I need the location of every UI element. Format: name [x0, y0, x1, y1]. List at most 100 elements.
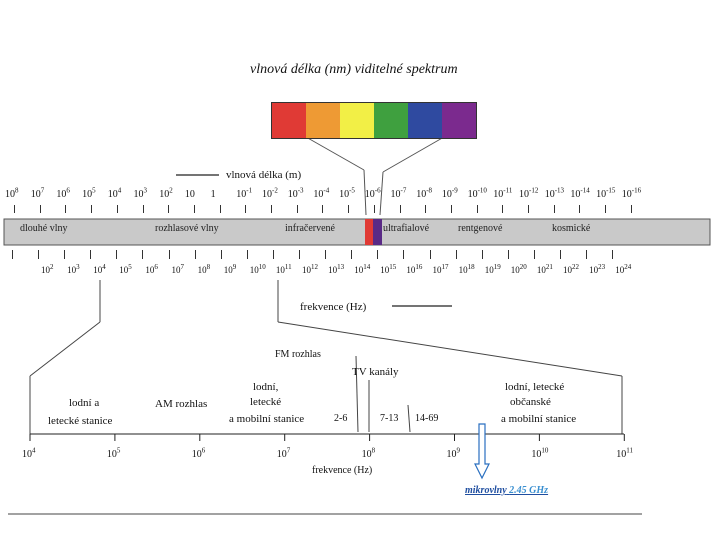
civil-label-2: občanské [510, 396, 551, 408]
wavelength-tick-mark-23 [605, 205, 607, 213]
frequency-tick-10: 1012 [302, 263, 318, 276]
frequency-tick-0: 102 [41, 263, 54, 276]
mobile-label-1: lodní, [253, 381, 279, 393]
frequency-tick-mark-lead [12, 250, 13, 259]
frequency-tick-4: 106 [145, 263, 158, 276]
band-label-xray: rentgenové [458, 223, 503, 234]
frequency-tick-mark-16 [455, 250, 457, 259]
frequency-tick-mark-13 [377, 250, 379, 259]
wavelength-tick-14: 10-6 [364, 186, 381, 200]
wavelength-tick-24: 10-16 [621, 186, 642, 200]
wavelength-tick-2: 106 [56, 186, 70, 200]
frequency-tick-1: 103 [67, 263, 80, 276]
wavelength-label: vlnová délka (m) [226, 169, 302, 181]
fm-label: FM rozhlas [275, 349, 321, 360]
zoom-tick-1: 105 [106, 446, 121, 460]
wavelength-tick-19: 10-11 [493, 186, 513, 200]
frequency-tick-5: 107 [171, 263, 185, 276]
band-label-long-waves: dlouhé vlny [20, 223, 68, 234]
tv-channels-7-13: 7-13 [380, 413, 399, 424]
wavelength-tick-18: 10-10 [467, 186, 487, 200]
wavelength-tick-0: 108 [5, 186, 19, 200]
wavelength-tick-mark-11 [296, 205, 298, 213]
wavelength-tick-mark-2 [65, 205, 67, 213]
wavelength-tick-mark-19 [502, 205, 504, 213]
frequency-tick-mark-7 [220, 250, 222, 259]
wavelength-tick-mark-4 [116, 205, 118, 213]
zoom-tick-7: 1011 [616, 446, 634, 460]
frequency-tick-mark-12 [351, 250, 353, 259]
wavelength-tick-mark-13 [348, 205, 350, 213]
wavelength-tick-mark-9 [245, 205, 247, 213]
spectrum-color-4 [408, 103, 442, 138]
frequency-tick-mark-4 [142, 250, 144, 259]
wavelength-tick-6: 102 [159, 186, 173, 200]
frequency-tick-mark-0 [38, 250, 39, 259]
ship-label-1: lodní a [69, 397, 100, 409]
wavelength-tick-mark-22 [579, 205, 581, 213]
frequency-tick-mark-1 [64, 250, 66, 259]
frequency-tick-7: 109 [223, 263, 237, 276]
frequency-tick-mark-18 [507, 250, 509, 259]
frequency-tick-2: 104 [93, 263, 106, 276]
zoom-tick-6: 1010 [531, 446, 549, 460]
wavelength-tick-mark-16 [425, 205, 427, 213]
wavelength-tick-22: 10-14 [570, 186, 590, 200]
spectrum-color-5 [442, 103, 476, 138]
microwave-label: mikrovlny 2.45 GHz [465, 485, 548, 497]
frequency-tick-9: 1011 [275, 263, 292, 276]
frequency-tick-mark-21 [586, 250, 588, 259]
frequency-tick-mark-8 [246, 250, 248, 259]
wavelength-tick-mark-17 [450, 205, 452, 213]
wavelength-tick-9: 10-1 [236, 186, 253, 200]
spectrum-color-1 [306, 103, 340, 138]
frequency-tick-19: 1021 [536, 263, 553, 276]
wavelength-tick-mark-1 [39, 205, 41, 213]
wavelength-tick-10: 10-2 [262, 186, 278, 200]
visible-spectrum-title: vlnová délka (nm) viditelné spektrum [250, 62, 458, 77]
ship-label-2: letecké stanice [48, 415, 113, 427]
wavelength-tick-4: 104 [107, 186, 122, 200]
wavelength-tick-13: 10-5 [339, 186, 355, 200]
spectrum-color-0 [272, 103, 306, 138]
wavelength-tick-mark-14 [373, 205, 375, 213]
frequency-tick-mark-5 [168, 250, 170, 259]
frequency-tick-mark-19 [533, 250, 535, 259]
frequency-tick-13: 1015 [380, 263, 397, 276]
civil-label-1: lodní, letecké [505, 381, 565, 393]
wavelength-tick-15: 10-7 [390, 186, 407, 200]
zoom-tick-5: 109 [446, 446, 461, 460]
wavelength-tick-mark-7 [193, 205, 195, 213]
microwave-frequency: 2.45 GHz [509, 485, 549, 496]
wavelength-tick-12: 10-4 [313, 186, 330, 200]
wavelength-tick-mark-3 [91, 205, 93, 213]
frequency-tick-12: 1014 [354, 263, 371, 276]
frequency-tick-22: 1024 [615, 263, 632, 276]
zoom-tick-2: 106 [191, 446, 206, 460]
wavelength-tick-1: 107 [30, 186, 45, 200]
civil-label-3: a mobilní stanice [501, 413, 577, 425]
frequency-tick-mark-17 [481, 250, 483, 259]
band-label-ultraviolet: ultrafialové [383, 223, 430, 234]
frequency-tick-20: 1022 [563, 263, 579, 276]
am-label: AM rozhlas [155, 398, 208, 410]
wavelength-tick-mark-24 [630, 205, 632, 213]
zoom-tick-0: 104 [22, 446, 36, 460]
wavelength-tick-mark-8 [219, 205, 221, 213]
frequency-tick-17: 1019 [484, 263, 501, 276]
wavelength-tick-21: 10-13 [544, 186, 565, 200]
mobile-label-3: a mobilní stanice [229, 413, 305, 425]
wavelength-tick-mark-20 [528, 205, 529, 213]
wavelength-tick-11: 10-3 [287, 186, 304, 200]
tv-channels-14-69: 14-69 [415, 413, 439, 424]
frequency-tick-18: 1020 [510, 263, 527, 276]
frequency-tick-mark-9 [272, 250, 274, 259]
band-label-infrared: infračervené [285, 223, 335, 234]
frequency-tick-16: 1018 [458, 263, 475, 276]
wavelength-tick-16: 10-8 [416, 186, 433, 200]
frequency-tick-14: 1016 [406, 263, 423, 276]
zoom-tick-4: 108 [361, 446, 376, 460]
wavelength-tick-mark-5 [142, 205, 144, 213]
wavelength-tick-8: 1 [210, 189, 216, 200]
